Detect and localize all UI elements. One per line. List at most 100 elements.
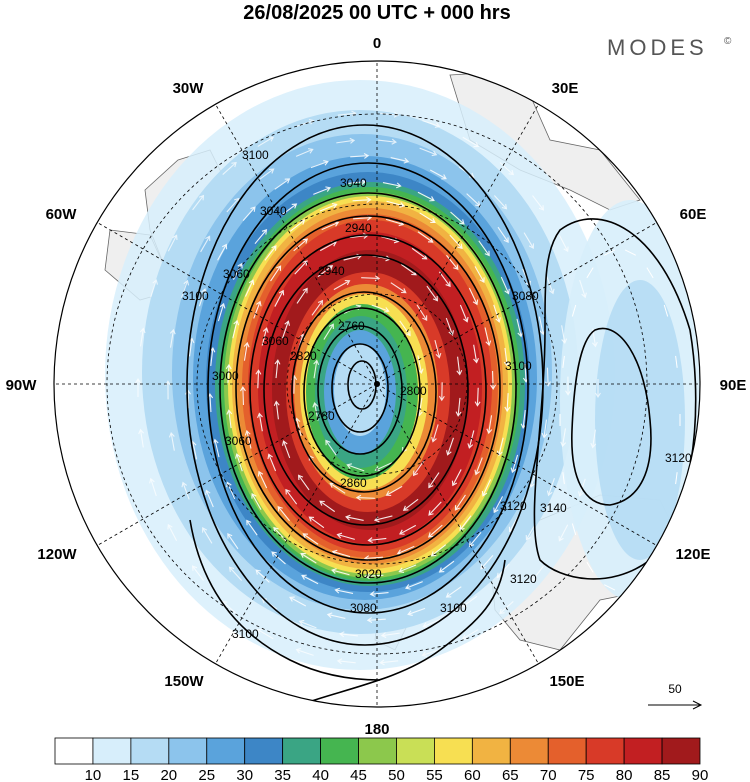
wind-arrow (499, 162, 515, 176)
wind-arrow (478, 240, 490, 257)
colorbar-swatch (471, 737, 511, 765)
wind-arrow (222, 161, 237, 175)
wind-arrow (541, 419, 548, 439)
colorbar-tick-label: 80 (616, 767, 633, 782)
colorbar-tick-label: 85 (654, 767, 671, 782)
wind-arrow (663, 304, 669, 317)
colorbar-swatch (661, 737, 701, 765)
wind-arrow (257, 470, 268, 489)
wind-arrow (274, 178, 291, 190)
contour-label: 3100 (232, 627, 259, 641)
colorbar-tick-label: 90 (692, 767, 709, 782)
wind-arrow (586, 561, 594, 573)
wind-arrow (319, 203, 338, 212)
colorbar-swatch (358, 737, 397, 765)
wind-arrow (438, 560, 455, 573)
contour-label: 3060 (225, 434, 252, 448)
wind-arrow (426, 285, 439, 302)
colorbar-tick-label: 60 (464, 767, 481, 782)
wind-arrow (217, 243, 228, 261)
wind-arrow (267, 453, 277, 472)
wind-arrow (399, 320, 411, 337)
wind-arrow (646, 561, 654, 573)
contour-label: 2780 (308, 409, 335, 423)
wind-arrow (546, 478, 555, 497)
wind-arrow (139, 327, 146, 347)
wind-arrow (455, 397, 462, 417)
wind-arrow (561, 325, 568, 345)
wind-arrow (310, 160, 329, 169)
wind-arrow (345, 514, 364, 522)
wind-arrow (434, 340, 442, 359)
wind-arrow (271, 551, 286, 565)
wind-arrow (558, 234, 569, 253)
wind-arrow (374, 462, 393, 472)
wind-arrow (417, 231, 434, 243)
wind-arrow (329, 482, 346, 494)
wind-arrow (380, 632, 400, 639)
wind-arrow (256, 628, 274, 640)
wind-arrow (571, 523, 577, 536)
wind-arrow (398, 564, 417, 573)
wind-arrow (347, 179, 367, 186)
lon-label-120w: 120W (37, 546, 77, 563)
lon-label-120e: 120E (675, 546, 710, 563)
colorbar-tick-label: 65 (502, 767, 519, 782)
wind-arrow (313, 186, 331, 195)
colorbar-swatch (434, 737, 473, 765)
wind-arrow (333, 280, 351, 291)
lon-label-30e: 30E (552, 80, 579, 97)
colorbar-tick-label: 40 (312, 767, 329, 782)
contour-label: 3100 (505, 359, 532, 373)
contour-label: 3120 (510, 572, 537, 586)
contour-label: 3040 (340, 176, 367, 190)
wind-arrow (428, 501, 442, 516)
colorbar-tick-label: 50 (388, 767, 405, 782)
wind-arrow (264, 245, 277, 261)
wind-arrow (499, 601, 514, 615)
wind-arrow (227, 533, 239, 550)
wind-arrow (251, 493, 262, 510)
colorbar-swatch (320, 737, 359, 765)
wind-arrow (446, 254, 459, 271)
lon-label-0: 0 (373, 35, 381, 52)
contour-labels: 3100 3040 3040 3060 3100 2940 2940 3080 … (182, 148, 692, 641)
wind-arrow (560, 428, 567, 448)
colorbar-tick-label: 75 (578, 767, 595, 782)
wind-arrow (244, 429, 252, 449)
wind-arrow (191, 565, 204, 581)
wind-arrow (244, 279, 255, 297)
wind-arrow (545, 367, 551, 387)
wind-arrow (168, 431, 175, 451)
map-content: 3100 3040 3040 3060 3100 2940 2940 3080 … (54, 61, 700, 707)
wind-arrow (149, 477, 157, 497)
colorbar-swatch (509, 737, 549, 765)
contour-label: 2760 (338, 319, 365, 333)
wind-arrow (504, 393, 511, 413)
wind-arrow (675, 355, 678, 368)
wind-arrow (308, 516, 325, 529)
contour-2780 (317, 325, 403, 455)
wind-arrow (319, 500, 336, 513)
wind-arrow (367, 537, 387, 544)
geopotential-contours (186, 124, 697, 706)
contour-label: 3100 (182, 289, 209, 303)
wind-arrow (334, 587, 354, 594)
map-title: 26/08/2025 00 UTC + 000 hrs (243, 2, 510, 24)
wind-arrow (167, 234, 178, 252)
contour-label: 3020 (355, 567, 382, 581)
lon-label-90e: 90E (720, 377, 747, 394)
wind-arrow (562, 355, 565, 368)
contour-3060 (219, 192, 517, 584)
colorbar-swatch (130, 737, 170, 765)
wind-arrow (675, 472, 678, 485)
wind-arrow (624, 249, 637, 256)
map-border (53, 60, 701, 708)
contour-2820 (303, 307, 421, 477)
wind-arrow (546, 276, 555, 295)
colorbar-swatch (92, 737, 132, 765)
wind-arrow (336, 137, 356, 144)
wind-arrow (462, 136, 480, 148)
lon-label-30w: 30W (173, 80, 205, 97)
